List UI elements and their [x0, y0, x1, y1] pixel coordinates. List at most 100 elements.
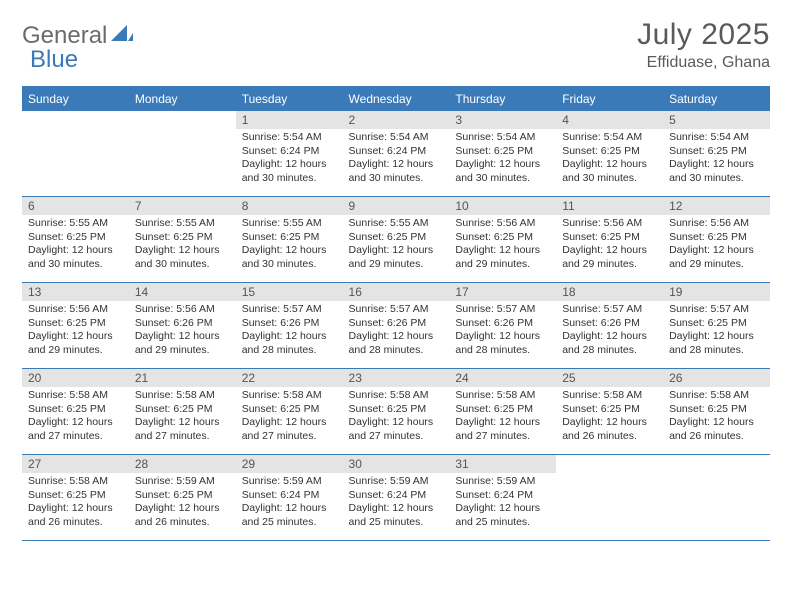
calendar-cell: 19Sunrise: 5:57 AMSunset: 6:25 PMDayligh…: [663, 283, 770, 369]
calendar-cell: [663, 455, 770, 541]
calendar-cell: 26Sunrise: 5:58 AMSunset: 6:25 PMDayligh…: [663, 369, 770, 455]
day-details: Sunrise: 5:58 AMSunset: 6:25 PMDaylight:…: [343, 387, 450, 448]
day-details: Sunrise: 5:59 AMSunset: 6:24 PMDaylight:…: [449, 473, 556, 534]
calendar-row: 27Sunrise: 5:58 AMSunset: 6:25 PMDayligh…: [22, 455, 770, 541]
calendar-cell: 6Sunrise: 5:55 AMSunset: 6:25 PMDaylight…: [22, 197, 129, 283]
calendar-cell: 8Sunrise: 5:55 AMSunset: 6:25 PMDaylight…: [236, 197, 343, 283]
calendar-cell: 30Sunrise: 5:59 AMSunset: 6:24 PMDayligh…: [343, 455, 450, 541]
day-number: 22: [236, 369, 343, 387]
calendar-table: SundayMondayTuesdayWednesdayThursdayFrid…: [22, 86, 770, 541]
calendar-row: 1Sunrise: 5:54 AMSunset: 6:24 PMDaylight…: [22, 111, 770, 197]
day-number: 16: [343, 283, 450, 301]
day-number: 27: [22, 455, 129, 473]
day-number: 30: [343, 455, 450, 473]
day-number: 4: [556, 111, 663, 129]
day-details: Sunrise: 5:58 AMSunset: 6:25 PMDaylight:…: [22, 387, 129, 448]
day-details: Sunrise: 5:57 AMSunset: 6:25 PMDaylight:…: [663, 301, 770, 362]
day-details: Sunrise: 5:57 AMSunset: 6:26 PMDaylight:…: [556, 301, 663, 362]
calendar-cell: 14Sunrise: 5:56 AMSunset: 6:26 PMDayligh…: [129, 283, 236, 369]
calendar-cell: 13Sunrise: 5:56 AMSunset: 6:25 PMDayligh…: [22, 283, 129, 369]
weekday-header: Friday: [556, 87, 663, 111]
day-details: Sunrise: 5:55 AMSunset: 6:25 PMDaylight:…: [129, 215, 236, 276]
day-details: Sunrise: 5:54 AMSunset: 6:25 PMDaylight:…: [663, 129, 770, 190]
day-details: Sunrise: 5:54 AMSunset: 6:24 PMDaylight:…: [343, 129, 450, 190]
day-number: 26: [663, 369, 770, 387]
day-details: Sunrise: 5:56 AMSunset: 6:25 PMDaylight:…: [663, 215, 770, 276]
weekday-header: Monday: [129, 87, 236, 111]
day-details: Sunrise: 5:58 AMSunset: 6:25 PMDaylight:…: [556, 387, 663, 448]
day-details: Sunrise: 5:57 AMSunset: 6:26 PMDaylight:…: [449, 301, 556, 362]
day-number: 28: [129, 455, 236, 473]
day-number: 3: [449, 111, 556, 129]
day-number: 12: [663, 197, 770, 215]
weekday-header: Tuesday: [236, 87, 343, 111]
calendar-cell: 17Sunrise: 5:57 AMSunset: 6:26 PMDayligh…: [449, 283, 556, 369]
calendar-cell: [556, 455, 663, 541]
logo-text-blue-wrap: Blue: [30, 46, 78, 74]
day-number: 17: [449, 283, 556, 301]
calendar-cell: 25Sunrise: 5:58 AMSunset: 6:25 PMDayligh…: [556, 369, 663, 455]
day-number: 23: [343, 369, 450, 387]
day-number: 7: [129, 197, 236, 215]
calendar-row: 13Sunrise: 5:56 AMSunset: 6:25 PMDayligh…: [22, 283, 770, 369]
calendar-cell: 24Sunrise: 5:58 AMSunset: 6:25 PMDayligh…: [449, 369, 556, 455]
day-number: 5: [663, 111, 770, 129]
day-number: 2: [343, 111, 450, 129]
day-details: Sunrise: 5:59 AMSunset: 6:24 PMDaylight:…: [236, 473, 343, 534]
weekday-header-row: SundayMondayTuesdayWednesdayThursdayFrid…: [22, 87, 770, 111]
logo-text-blue: Blue: [30, 46, 78, 73]
weekday-header: Wednesday: [343, 87, 450, 111]
calendar-cell: 27Sunrise: 5:58 AMSunset: 6:25 PMDayligh…: [22, 455, 129, 541]
title-block: July 2025 Effiduase, Ghana: [637, 18, 770, 72]
weekday-header: Sunday: [22, 87, 129, 111]
day-details: Sunrise: 5:54 AMSunset: 6:25 PMDaylight:…: [449, 129, 556, 190]
calendar-cell: 3Sunrise: 5:54 AMSunset: 6:25 PMDaylight…: [449, 111, 556, 197]
calendar-cell: 4Sunrise: 5:54 AMSunset: 6:25 PMDaylight…: [556, 111, 663, 197]
header: General July 2025 Effiduase, Ghana: [22, 18, 770, 72]
day-number: 24: [449, 369, 556, 387]
day-details: Sunrise: 5:59 AMSunset: 6:25 PMDaylight:…: [129, 473, 236, 534]
calendar-row: 6Sunrise: 5:55 AMSunset: 6:25 PMDaylight…: [22, 197, 770, 283]
day-number: 1: [236, 111, 343, 129]
day-number: 18: [556, 283, 663, 301]
calendar-cell: 12Sunrise: 5:56 AMSunset: 6:25 PMDayligh…: [663, 197, 770, 283]
calendar-cell: 9Sunrise: 5:55 AMSunset: 6:25 PMDaylight…: [343, 197, 450, 283]
day-number: 31: [449, 455, 556, 473]
calendar-cell: 23Sunrise: 5:58 AMSunset: 6:25 PMDayligh…: [343, 369, 450, 455]
day-details: Sunrise: 5:58 AMSunset: 6:25 PMDaylight:…: [236, 387, 343, 448]
calendar-row: 20Sunrise: 5:58 AMSunset: 6:25 PMDayligh…: [22, 369, 770, 455]
day-number: 20: [22, 369, 129, 387]
logo-sail-icon: [111, 23, 133, 43]
calendar-cell: 5Sunrise: 5:54 AMSunset: 6:25 PMDaylight…: [663, 111, 770, 197]
weekday-header: Saturday: [663, 87, 770, 111]
calendar-cell: 29Sunrise: 5:59 AMSunset: 6:24 PMDayligh…: [236, 455, 343, 541]
day-number: 13: [22, 283, 129, 301]
calendar-cell: 7Sunrise: 5:55 AMSunset: 6:25 PMDaylight…: [129, 197, 236, 283]
calendar-cell: 21Sunrise: 5:58 AMSunset: 6:25 PMDayligh…: [129, 369, 236, 455]
calendar-cell: 20Sunrise: 5:58 AMSunset: 6:25 PMDayligh…: [22, 369, 129, 455]
day-details: Sunrise: 5:58 AMSunset: 6:25 PMDaylight:…: [129, 387, 236, 448]
calendar-cell: 28Sunrise: 5:59 AMSunset: 6:25 PMDayligh…: [129, 455, 236, 541]
calendar-cell: 1Sunrise: 5:54 AMSunset: 6:24 PMDaylight…: [236, 111, 343, 197]
day-number: 14: [129, 283, 236, 301]
calendar-cell: 10Sunrise: 5:56 AMSunset: 6:25 PMDayligh…: [449, 197, 556, 283]
day-details: Sunrise: 5:57 AMSunset: 6:26 PMDaylight:…: [343, 301, 450, 362]
day-details: Sunrise: 5:57 AMSunset: 6:26 PMDaylight:…: [236, 301, 343, 362]
calendar-cell: [22, 111, 129, 197]
day-number: 29: [236, 455, 343, 473]
day-details: Sunrise: 5:56 AMSunset: 6:25 PMDaylight:…: [556, 215, 663, 276]
day-number: 10: [449, 197, 556, 215]
day-details: Sunrise: 5:56 AMSunset: 6:26 PMDaylight:…: [129, 301, 236, 362]
day-number: 25: [556, 369, 663, 387]
calendar-cell: 2Sunrise: 5:54 AMSunset: 6:24 PMDaylight…: [343, 111, 450, 197]
day-details: Sunrise: 5:55 AMSunset: 6:25 PMDaylight:…: [236, 215, 343, 276]
calendar-cell: 31Sunrise: 5:59 AMSunset: 6:24 PMDayligh…: [449, 455, 556, 541]
day-details: Sunrise: 5:58 AMSunset: 6:25 PMDaylight:…: [22, 473, 129, 534]
day-details: Sunrise: 5:54 AMSunset: 6:25 PMDaylight:…: [556, 129, 663, 190]
day-number: 21: [129, 369, 236, 387]
day-number: 9: [343, 197, 450, 215]
calendar-cell: 16Sunrise: 5:57 AMSunset: 6:26 PMDayligh…: [343, 283, 450, 369]
day-details: Sunrise: 5:54 AMSunset: 6:24 PMDaylight:…: [236, 129, 343, 190]
day-details: Sunrise: 5:59 AMSunset: 6:24 PMDaylight:…: [343, 473, 450, 534]
calendar-body: 1Sunrise: 5:54 AMSunset: 6:24 PMDaylight…: [22, 111, 770, 541]
